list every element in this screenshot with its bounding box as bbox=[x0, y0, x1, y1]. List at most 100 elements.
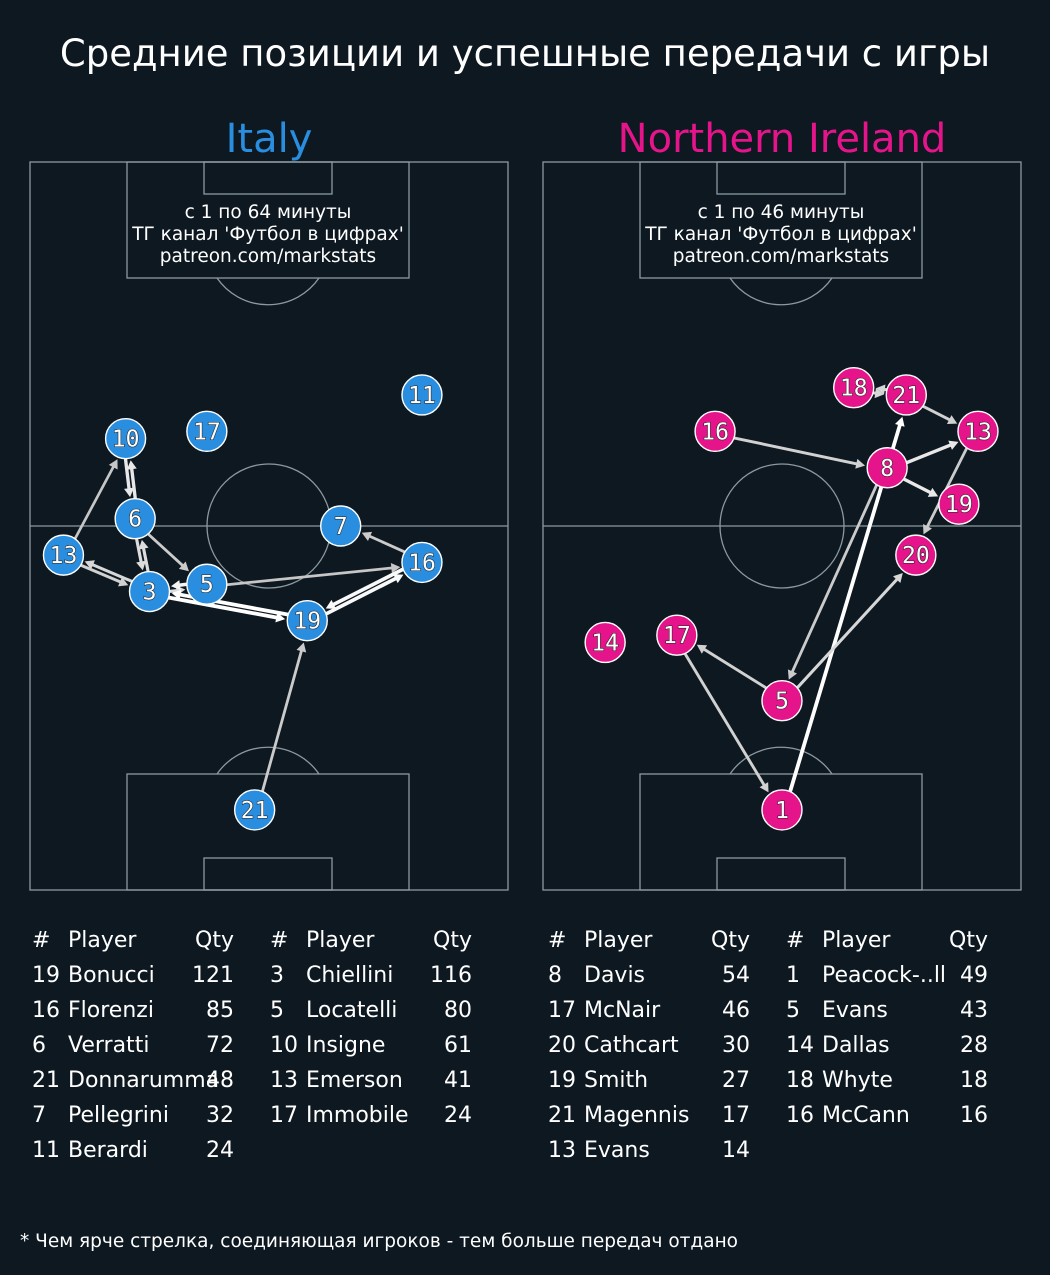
player-name: Evans bbox=[584, 1138, 650, 1163]
page-title: Средние позиции и успешные передачи с иг… bbox=[59, 32, 991, 75]
player-node: 16 bbox=[401, 541, 443, 584]
pass-arrow bbox=[171, 580, 188, 591]
player-number: 18 bbox=[786, 1068, 814, 1093]
player-number: 17 bbox=[270, 1103, 298, 1128]
table-row: 13 Evans 14 bbox=[548, 1138, 750, 1173]
pass-qty: 32 bbox=[206, 1103, 234, 1128]
pass-table-ni-right: # Player Qty 1 Peacock-..ll 49 5 Evans 43 14 Dalla… bbox=[786, 928, 988, 1138]
player-name: Pellegrini bbox=[68, 1103, 169, 1128]
table-header: # Player Qty bbox=[32, 928, 234, 963]
player-marker bbox=[694, 410, 736, 453]
player-node: 20 bbox=[895, 534, 937, 576]
pass-qty: 41 bbox=[444, 1068, 472, 1093]
player-number-label: 21 bbox=[241, 798, 269, 824]
pass-arrow bbox=[80, 564, 129, 587]
pitch-info-italy: с 1 по 64 минуты ТГ канал 'Футбол в цифр… bbox=[127, 202, 409, 268]
pass-qty: 61 bbox=[444, 1033, 472, 1058]
player-node: 16 bbox=[694, 410, 736, 453]
player-number-label: 7 bbox=[334, 514, 348, 540]
player-marker bbox=[186, 563, 228, 605]
player-marker bbox=[401, 541, 443, 584]
bottom-goal-box bbox=[716, 857, 846, 891]
pass-arrow bbox=[74, 459, 118, 540]
pitch-markings bbox=[542, 161, 1022, 891]
player-number: 5 bbox=[786, 998, 800, 1023]
header-qty: Qty bbox=[433, 928, 472, 953]
top-penalty-arc bbox=[216, 277, 320, 306]
pass-qty: 121 bbox=[192, 963, 234, 988]
pass-qty: 16 bbox=[960, 1103, 988, 1128]
pass-arrow bbox=[325, 574, 404, 616]
header-num: # bbox=[786, 928, 805, 953]
table-row: 21 Magennis 17 bbox=[548, 1103, 750, 1138]
player-marker bbox=[885, 374, 927, 416]
player-marker bbox=[761, 789, 803, 831]
player-marker bbox=[128, 570, 171, 613]
pass-arrow bbox=[787, 484, 878, 680]
table-row: 21 Donnarumma 48 bbox=[32, 1068, 234, 1103]
table-row: 8 Davis 54 bbox=[548, 963, 750, 998]
table-row: 3 Chiellini 116 bbox=[270, 963, 472, 998]
pitch-italy: 11 17 10 6 7 13 16 5 3 19 21 bbox=[29, 161, 509, 891]
player-number-label: 6 bbox=[128, 507, 142, 533]
pass-qty: 18 bbox=[960, 1068, 988, 1093]
table-header: # Player Qty bbox=[786, 928, 988, 963]
player-number-label: 5 bbox=[775, 689, 789, 715]
player-number-label: 21 bbox=[892, 383, 920, 409]
pass-qty: 49 bbox=[960, 963, 988, 988]
player-number-label: 19 bbox=[293, 609, 321, 635]
player-number-label: 10 bbox=[112, 427, 140, 453]
player-name: Peacock-..ll bbox=[822, 963, 947, 988]
player-node: 17 bbox=[186, 410, 228, 453]
pass-qty: 24 bbox=[206, 1138, 234, 1163]
player-node: 10 bbox=[104, 417, 147, 460]
player-node: 19 bbox=[938, 483, 980, 525]
pass-arrow bbox=[922, 405, 958, 425]
player-number: 13 bbox=[548, 1138, 576, 1163]
table-row: 16 Florenzi 85 bbox=[32, 998, 234, 1033]
player-number: 17 bbox=[548, 998, 576, 1023]
player-node: 21 bbox=[233, 789, 276, 831]
pass-arrow bbox=[123, 458, 134, 498]
pass-arrow bbox=[135, 538, 146, 571]
player-number-label: 5 bbox=[200, 572, 214, 598]
player-marker bbox=[957, 410, 999, 453]
pass-arrow bbox=[138, 539, 150, 573]
pass-arrow bbox=[905, 440, 959, 464]
player-number-label: 17 bbox=[663, 623, 691, 649]
player-number: 16 bbox=[32, 998, 60, 1023]
player-name: Cathcart bbox=[584, 1033, 679, 1058]
top-goal-box bbox=[203, 161, 333, 195]
pass-table-italy-right: # Player Qty 3 Chiellini 116 5 Locatelli 80 10 Ins… bbox=[270, 928, 472, 1138]
pass-arrow bbox=[361, 531, 406, 553]
header-player: Player bbox=[68, 928, 137, 953]
pass-qty: 14 bbox=[722, 1138, 750, 1163]
pass-arrow bbox=[733, 436, 866, 469]
header-num: # bbox=[548, 928, 567, 953]
player-name: Dallas bbox=[822, 1033, 890, 1058]
pass-arrow bbox=[226, 563, 401, 586]
player-number: 14 bbox=[786, 1033, 814, 1058]
header-qty: Qty bbox=[711, 928, 750, 953]
pass-arrow bbox=[167, 595, 286, 623]
player-node: 18 bbox=[833, 366, 875, 409]
footnote: * Чем ярче стрелка, соединяющая игроков … bbox=[20, 1231, 738, 1252]
pass-arrow bbox=[684, 653, 769, 793]
pass-qty: 27 bbox=[722, 1068, 750, 1093]
player-name: Bonucci bbox=[68, 963, 155, 988]
player-node: 8 bbox=[866, 447, 908, 489]
pass-arrow bbox=[875, 384, 888, 395]
player-marker bbox=[866, 447, 908, 489]
pitch-markings bbox=[29, 161, 509, 891]
player-marker bbox=[656, 614, 698, 656]
player-marker bbox=[761, 680, 803, 722]
player-number-label: 13 bbox=[964, 419, 992, 445]
player-number-label: 11 bbox=[408, 383, 436, 409]
team-title-italy: Italy bbox=[225, 116, 313, 162]
bottom-goal-box bbox=[203, 857, 333, 891]
pass-arrow bbox=[903, 477, 939, 497]
player-name: McCann bbox=[822, 1103, 910, 1128]
header-num: # bbox=[32, 928, 51, 953]
pass-arrow bbox=[84, 560, 133, 583]
player-node: 14 bbox=[584, 621, 626, 664]
